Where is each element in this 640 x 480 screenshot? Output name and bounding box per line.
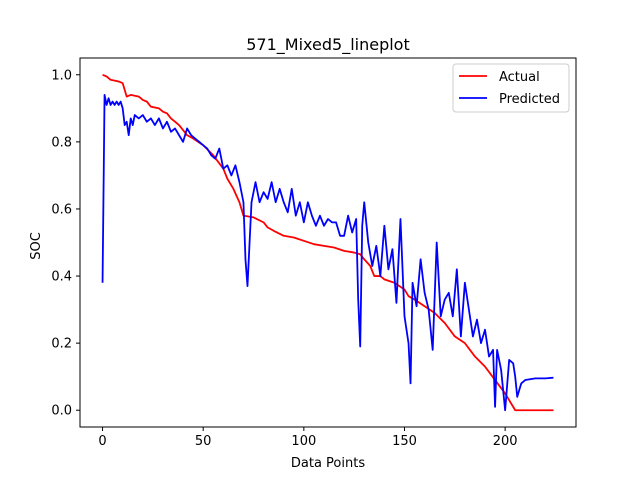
y-tick-label: 0.4 bbox=[51, 270, 72, 285]
plot-area: 0 50 100 150 200 0.0 0.2 0.4 0.6 0.8 1.0 bbox=[51, 57, 577, 449]
x-tick-label: 100 bbox=[291, 434, 316, 449]
y-tick-label: 0.2 bbox=[51, 337, 72, 352]
chart-title: 571_Mixed5_lineplot bbox=[246, 35, 409, 55]
y-tick-label: 0.0 bbox=[51, 404, 72, 419]
y-tick-label: 1.0 bbox=[51, 68, 72, 83]
legend-label-predicted: Predicted bbox=[499, 92, 560, 107]
x-tick-label: 150 bbox=[392, 434, 417, 449]
y-axis-title: SOC bbox=[29, 232, 44, 260]
legend: Actual Predicted bbox=[452, 63, 570, 113]
x-tick-label: 0 bbox=[98, 434, 106, 449]
axes-frame bbox=[79, 57, 577, 428]
series-line-predicted bbox=[101, 94, 554, 412]
y-tick-label: 0.6 bbox=[51, 202, 72, 217]
x-tick-label: 200 bbox=[493, 434, 518, 449]
y-tick-label: 0.8 bbox=[51, 135, 72, 150]
x-tick-label: 50 bbox=[195, 434, 212, 449]
legend-label-actual: Actual bbox=[499, 70, 540, 85]
series-line-actual bbox=[102, 73, 554, 412]
x-axis-title: Data Points bbox=[291, 456, 365, 471]
